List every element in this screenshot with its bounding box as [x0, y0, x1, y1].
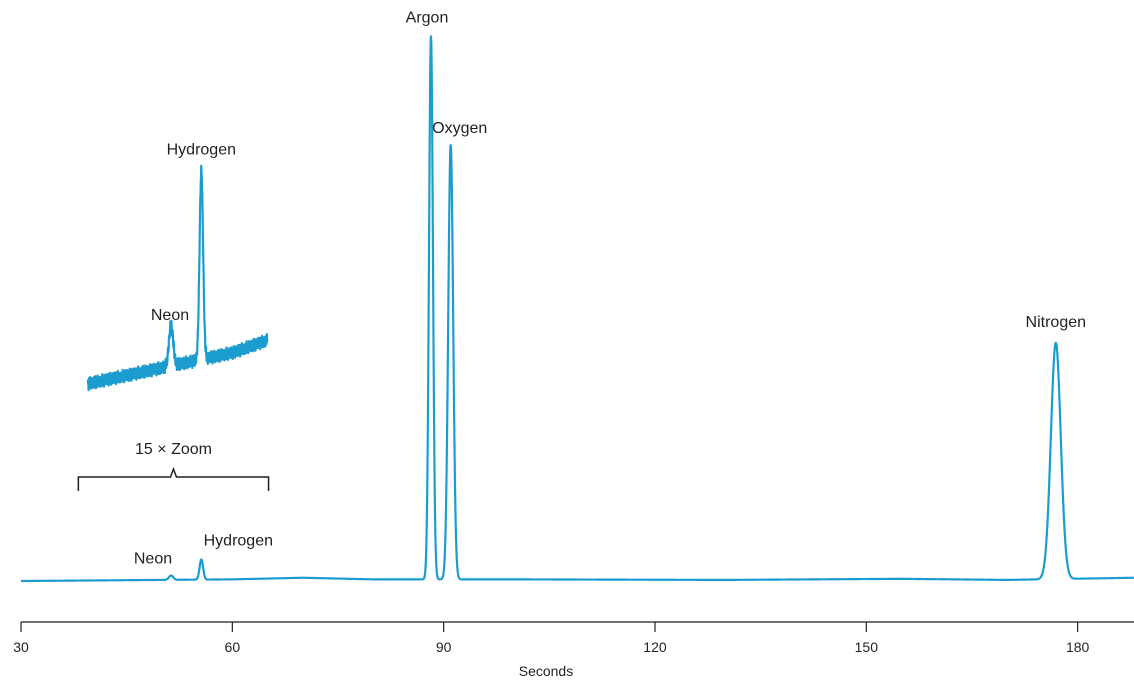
- inset-group: Neon Hydrogen: [86, 142, 269, 392]
- peak-labels: Neon Hydrogen Argon Oxygen Nitrogen: [134, 9, 1086, 567]
- peak-label-hydrogen: Hydrogen: [204, 533, 273, 550]
- peak-label-oxygen: Oxygen: [432, 120, 487, 137]
- x-axis-title: Seconds: [519, 663, 573, 679]
- peak-label-nitrogen: Nitrogen: [1026, 314, 1086, 331]
- zoom-label: 15 × Zoom: [135, 441, 212, 458]
- inset-trace-line: [86, 164, 269, 392]
- zoom-brace: [77, 466, 270, 491]
- x-tick-label-120: 120: [643, 639, 667, 655]
- x-tick-label-180: 180: [1066, 639, 1090, 655]
- x-tick-label-30: 30: [13, 639, 29, 655]
- main-trace-line: [20, 35, 1134, 583]
- inset-peak-label-neon: Neon: [151, 307, 189, 324]
- peak-label-argon: Argon: [406, 9, 449, 26]
- inset-peak-label-hydrogen: Hydrogen: [167, 142, 236, 159]
- x-axis: 30 60 90 120 150 180: [13, 621, 1134, 655]
- x-tick-label-60: 60: [225, 639, 241, 655]
- peak-label-neon: Neon: [134, 551, 172, 568]
- x-tick-label-150: 150: [855, 639, 879, 655]
- zoom-annotation: 15 × Zoom: [77, 441, 270, 491]
- x-tick-label-90: 90: [436, 639, 452, 655]
